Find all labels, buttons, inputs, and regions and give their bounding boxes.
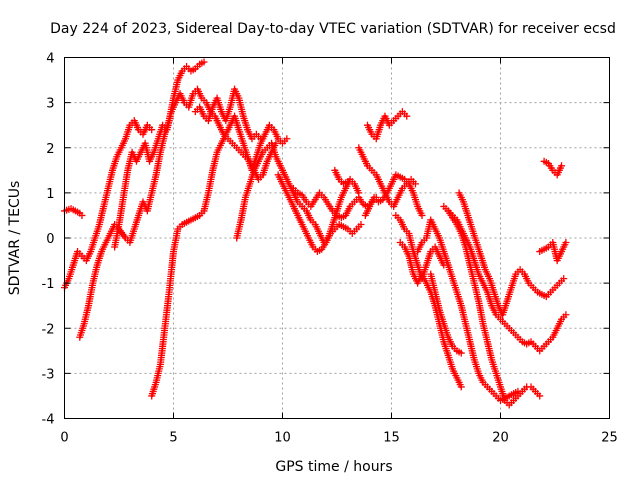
data-point [457,349,465,357]
series-trace-10 [331,166,352,188]
x-tick-labels: 0 5 10 15 20 25 [60,431,617,446]
y-tick-label: -2 [42,322,55,337]
series-trace-11 [355,144,419,210]
y-tick-label: 2 [46,142,54,157]
x-tick-label: 15 [383,431,400,446]
series-trace-4 [111,85,280,251]
data-point [558,162,566,170]
y-axis-label: SDTVAR / TECUs [7,181,23,296]
data-point [457,383,465,391]
data-point [200,58,208,66]
y-tick-label: 0 [46,232,54,247]
y-tick-label: 3 [46,97,54,112]
data-point [78,211,86,219]
data-point [344,178,352,186]
data-point [562,311,570,319]
series-trace-15 [396,239,465,391]
data-point [562,239,570,247]
series-trace-21 [536,239,570,265]
ticks [64,57,610,419]
series-trace-20 [444,207,570,355]
series-trace-1 [61,205,86,219]
series-trace-19 [455,189,568,319]
grid [64,57,610,419]
series-trace-2 [61,117,156,292]
data-point [411,180,419,188]
series-trace-9 [289,184,380,222]
series-trace-16 [414,216,522,404]
series-trace-13 [364,108,411,143]
data-points [61,58,570,409]
y-tick-label: 1 [46,187,54,202]
data-point [257,135,265,143]
data-point [536,392,544,400]
x-tick-label: 10 [274,431,291,446]
y-tick-label: -1 [42,277,55,292]
data-point [357,220,365,228]
y-tick-label: 4 [46,52,54,67]
x-axis-label: GPS time / hours [275,459,392,475]
x-tick-label: 20 [492,431,509,446]
chart-title: Day 224 of 2023, Sidereal Day-to-day VTE… [50,21,616,37]
x-tick-label: 0 [60,431,68,446]
data-point [418,211,426,219]
x-tick-label: 5 [169,431,177,446]
series-trace-22 [540,157,566,179]
x-tick-label: 25 [601,431,618,446]
data-point [560,275,568,283]
series-trace-7 [233,139,363,247]
series-trace-14 [392,211,448,283]
data-point [148,126,156,134]
y-tick-labels: -4 -3 -2 -1 0 1 2 3 4 [42,52,55,428]
series-trace-6 [191,85,265,143]
series-trace-8 [274,171,365,256]
y-tick-label: -3 [42,367,55,382]
data-point [283,135,291,143]
series-trace-17 [427,270,465,357]
series-trace-12 [361,171,426,219]
y-tick-label: -4 [42,413,55,428]
data-point [403,112,411,120]
